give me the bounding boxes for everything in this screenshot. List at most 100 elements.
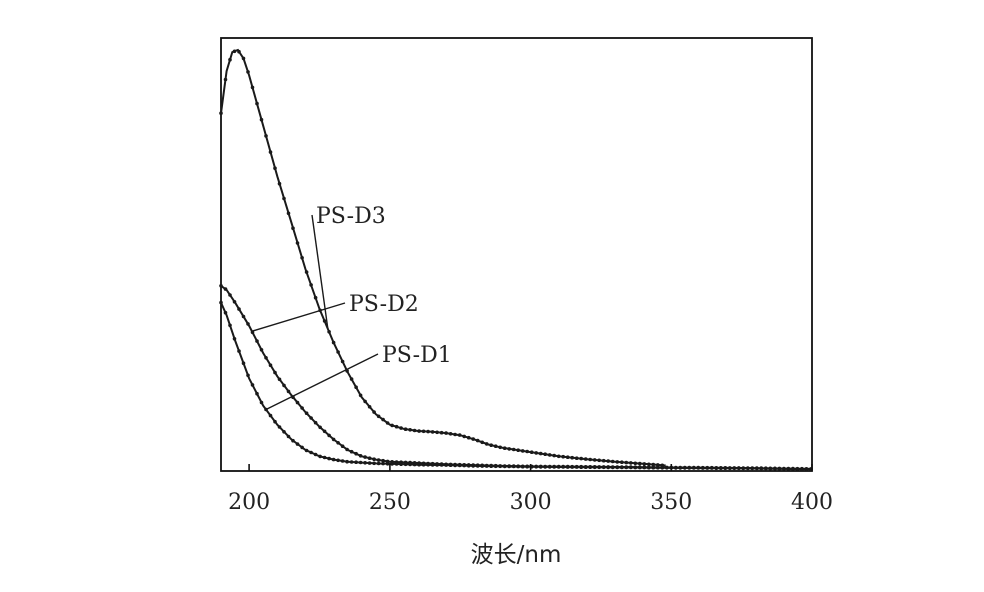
data-point xyxy=(277,377,282,382)
data-point xyxy=(737,466,741,471)
data-point xyxy=(273,166,277,170)
data-point xyxy=(331,340,336,345)
data-point xyxy=(800,467,804,472)
data-point xyxy=(241,361,246,366)
data-point xyxy=(701,466,705,470)
data-point xyxy=(372,461,376,466)
data-point xyxy=(363,461,367,465)
data-point xyxy=(606,465,610,470)
data-point xyxy=(723,466,728,471)
data-point xyxy=(719,466,723,471)
data-point xyxy=(385,421,390,425)
data-point xyxy=(376,461,381,466)
data-point xyxy=(246,373,250,378)
data-point xyxy=(345,447,349,452)
data-point xyxy=(282,383,286,388)
data-point xyxy=(674,466,678,470)
data-point xyxy=(259,117,264,122)
data-point xyxy=(579,465,583,470)
data-point xyxy=(493,464,498,469)
data-point xyxy=(538,451,543,456)
data-point xyxy=(408,428,412,432)
data-point xyxy=(615,460,620,464)
data-point xyxy=(412,462,417,467)
data-point xyxy=(629,465,633,470)
data-point xyxy=(520,464,525,469)
data-point xyxy=(606,459,610,463)
data-point xyxy=(232,49,237,54)
data-point xyxy=(529,450,534,455)
data-point xyxy=(660,466,665,470)
data-point xyxy=(313,420,318,425)
data-point xyxy=(340,444,345,449)
data-point xyxy=(336,441,340,445)
x-axis-label: 波长/nm xyxy=(471,542,562,568)
data-point xyxy=(439,463,444,467)
data-point xyxy=(237,307,241,311)
data-point xyxy=(241,56,246,61)
data-point xyxy=(340,359,345,364)
data-point xyxy=(633,461,638,466)
data-point xyxy=(430,463,435,467)
data-point xyxy=(507,447,512,451)
data-point xyxy=(331,437,336,442)
data-point xyxy=(741,466,746,471)
data-point xyxy=(381,417,385,422)
data-point xyxy=(543,452,547,457)
data-point xyxy=(453,463,457,468)
data-point xyxy=(232,337,237,341)
data-point xyxy=(651,465,656,470)
data-point xyxy=(466,435,471,440)
data-point xyxy=(399,462,403,467)
data-point xyxy=(471,464,476,468)
data-point xyxy=(349,377,354,381)
series-ps-d1 xyxy=(219,300,813,472)
data-point xyxy=(336,458,340,463)
data-point xyxy=(363,399,367,404)
data-point xyxy=(268,363,273,368)
data-point xyxy=(228,57,232,62)
data-point xyxy=(349,460,354,464)
data-point xyxy=(381,458,385,463)
series-label-ps-d3: PS-D3 xyxy=(316,204,386,229)
data-point xyxy=(367,461,372,465)
data-point xyxy=(502,446,507,451)
data-point xyxy=(507,464,512,469)
data-point xyxy=(534,451,538,455)
data-point xyxy=(624,465,629,470)
data-point xyxy=(615,465,620,470)
data-point xyxy=(313,295,318,300)
data-point xyxy=(620,460,624,465)
data-point xyxy=(728,466,732,471)
data-point xyxy=(773,467,777,471)
data-point xyxy=(358,393,363,398)
data-point xyxy=(647,465,651,470)
data-point xyxy=(399,426,403,430)
data-point xyxy=(255,101,259,106)
data-point xyxy=(322,319,327,323)
data-point xyxy=(525,464,529,469)
data-point xyxy=(286,434,291,439)
x-axis-ticks: 200 250 300 350 400 xyxy=(228,464,833,515)
data-point xyxy=(475,438,480,443)
data-point xyxy=(746,466,750,471)
data-point xyxy=(633,465,638,470)
data-point xyxy=(592,458,597,462)
data-point xyxy=(277,181,282,186)
data-point xyxy=(462,463,467,468)
data-point xyxy=(372,410,376,414)
data-point xyxy=(570,465,574,469)
data-point xyxy=(255,391,259,396)
data-point xyxy=(556,465,561,469)
data-point xyxy=(588,465,592,470)
data-point xyxy=(642,462,647,466)
data-point xyxy=(489,443,494,448)
data-point xyxy=(309,450,313,455)
data-point xyxy=(367,456,372,461)
data-point xyxy=(394,424,399,429)
series-ps-d3 xyxy=(219,48,666,468)
data-point xyxy=(282,196,286,201)
data-point xyxy=(246,70,250,74)
data-point xyxy=(678,466,683,470)
data-point xyxy=(322,429,327,434)
